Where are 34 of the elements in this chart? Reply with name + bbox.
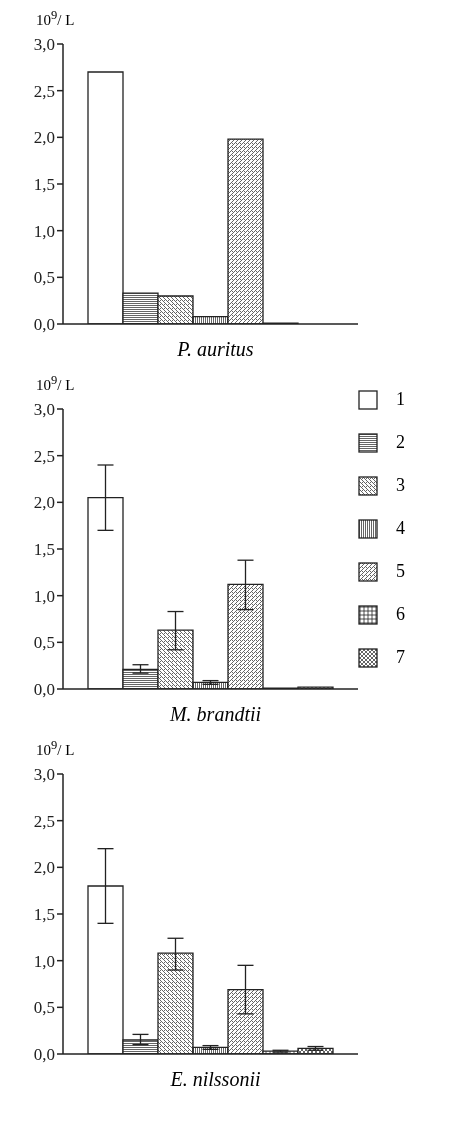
y-tick-label: 0,0: [33, 315, 55, 335]
y-axis-title: 10$^{9}$/ L: [36, 8, 75, 29]
text: P. auritus: [176, 338, 255, 361]
y-tick-label: 1,5: [33, 905, 55, 925]
y-tick-label: 1,5: [33, 540, 55, 560]
y-tick-label: 0,0: [33, 1045, 55, 1065]
y-tick-label: 1,0: [33, 951, 55, 971]
text: E. nilssonii: [169, 1068, 262, 1091]
y-tick-label: 1,0: [33, 221, 55, 241]
y-tick-label: 2,0: [33, 493, 55, 513]
y-tick-label: 2,5: [33, 81, 55, 101]
legend-label: 5: [396, 561, 405, 582]
y-tick-label: 1,0: [33, 586, 55, 606]
y-tick-label: 2,5: [33, 811, 55, 831]
y-tick-label: 1,5: [33, 175, 55, 195]
y-tick-label: 2,5: [33, 446, 55, 466]
y-tick-label: 2,0: [33, 128, 55, 148]
y-tick-label: 0,5: [33, 268, 55, 288]
legend-label: 2: [396, 432, 405, 453]
legend-label: 7: [396, 647, 405, 668]
y-axis-title: 10$^{9}$/ L: [36, 373, 75, 394]
legend-label: 3: [396, 475, 405, 496]
y-tick-label: 3,0: [33, 400, 55, 420]
y-tick-label: 3,0: [33, 765, 55, 785]
y-axis-title: 10$^{9}$/ L: [36, 738, 75, 759]
text: M. brandtii: [168, 703, 263, 726]
legend-label: 4: [396, 518, 405, 539]
y-tick-label: 0,5: [33, 998, 55, 1018]
y-tick-label: 0,0: [33, 680, 55, 700]
y-tick-label: 3,0: [33, 35, 55, 55]
y-tick-label: 0,5: [33, 633, 55, 653]
legend-label: 1: [396, 389, 405, 410]
legend-label: 6: [396, 604, 405, 625]
y-tick-label: 2,0: [33, 858, 55, 878]
